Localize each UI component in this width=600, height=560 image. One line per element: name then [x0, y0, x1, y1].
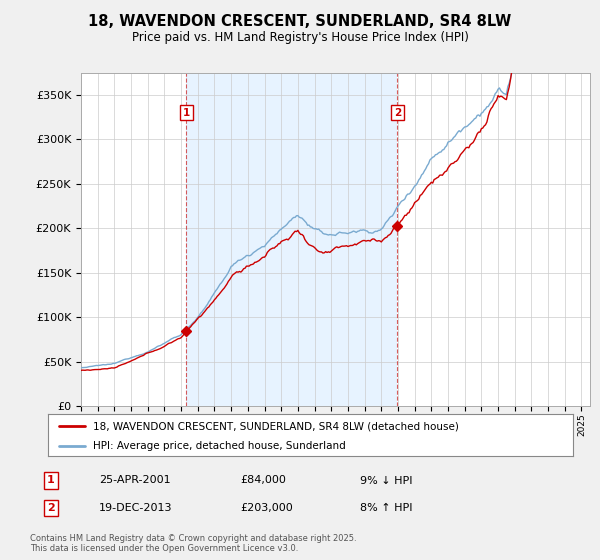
Text: 19-DEC-2013: 19-DEC-2013: [99, 503, 173, 513]
Text: 1: 1: [47, 475, 55, 486]
Text: 8% ↑ HPI: 8% ↑ HPI: [360, 503, 413, 513]
Text: 9% ↓ HPI: 9% ↓ HPI: [360, 475, 413, 486]
Text: £84,000: £84,000: [240, 475, 286, 486]
Bar: [187, 73, 397, 406]
Text: HPI: Average price, detached house, Sunderland: HPI: Average price, detached house, Sund…: [92, 441, 346, 451]
Text: Contains HM Land Registry data © Crown copyright and database right 2025.
This d: Contains HM Land Registry data © Crown c…: [30, 534, 356, 553]
Text: 18, WAVENDON CRESCENT, SUNDERLAND, SR4 8LW (detached house): 18, WAVENDON CRESCENT, SUNDERLAND, SR4 8…: [92, 421, 458, 431]
Text: Price paid vs. HM Land Registry's House Price Index (HPI): Price paid vs. HM Land Registry's House …: [131, 31, 469, 44]
Text: 1: 1: [183, 108, 190, 118]
Text: 2: 2: [394, 108, 401, 118]
Text: 25-APR-2001: 25-APR-2001: [99, 475, 170, 486]
Text: £203,000: £203,000: [240, 503, 293, 513]
Text: 2: 2: [47, 503, 55, 513]
Text: 18, WAVENDON CRESCENT, SUNDERLAND, SR4 8LW: 18, WAVENDON CRESCENT, SUNDERLAND, SR4 8…: [88, 14, 512, 29]
